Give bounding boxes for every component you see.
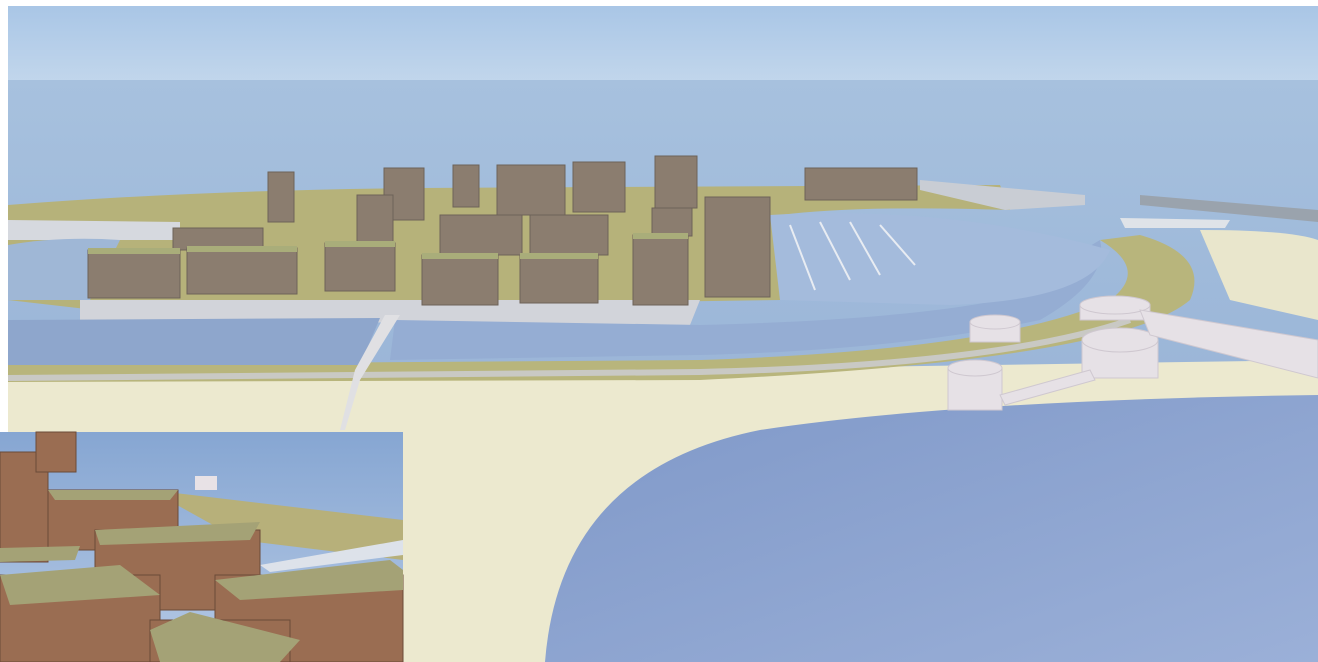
building: [421, 254, 499, 306]
building: [519, 254, 599, 304]
inset-roof: [48, 490, 178, 500]
silo-top: [969, 314, 1021, 330]
quay: [8, 220, 180, 240]
silo-top: [1081, 327, 1159, 353]
building: [632, 234, 689, 306]
inset-building: [35, 431, 77, 473]
pier: [789, 224, 816, 291]
building: [704, 196, 771, 298]
roof: [633, 233, 688, 239]
marina: [770, 213, 1110, 305]
silos: [947, 295, 1318, 411]
building: [654, 155, 698, 209]
building: [324, 242, 396, 292]
green-roofs: [88, 233, 688, 259]
pier: [849, 221, 881, 276]
sky: [8, 6, 1318, 86]
building: [87, 249, 181, 299]
building: [572, 161, 626, 213]
promenade: [80, 300, 700, 325]
building: [804, 167, 918, 201]
inset-roofs: [0, 490, 403, 662]
building: [496, 164, 566, 216]
beach-right: [1200, 230, 1318, 320]
inset-roof: [0, 546, 80, 562]
road: [7, 317, 1131, 381]
building: [529, 214, 609, 256]
inset-roof: [0, 565, 160, 605]
roof: [520, 253, 598, 259]
canal-right: [390, 240, 1102, 360]
ship: [1120, 218, 1230, 228]
inset-roof: [150, 612, 300, 662]
building: [356, 194, 394, 246]
silo-top: [1079, 295, 1151, 315]
bridge: [340, 315, 400, 430]
inset-grass: [150, 490, 403, 560]
lagoon: [545, 395, 1318, 662]
pier: [879, 224, 916, 266]
building: [186, 247, 298, 295]
breakwater: [920, 180, 1085, 210]
inset-roof: [215, 560, 403, 600]
jetty: [1140, 195, 1318, 222]
green-ring: [8, 235, 1195, 382]
inset-roof: [95, 522, 260, 545]
piers: [789, 221, 916, 291]
roof: [325, 241, 395, 247]
roof: [187, 246, 297, 252]
dock: [1139, 309, 1318, 379]
roof: [422, 253, 498, 259]
silo-top: [947, 359, 1003, 377]
inset-silo: [195, 476, 217, 490]
pier: [819, 221, 851, 281]
canal-left: [8, 318, 380, 365]
building: [452, 164, 480, 208]
dock: [999, 369, 1096, 406]
building: [439, 214, 523, 256]
roof: [88, 248, 180, 254]
building: [267, 171, 295, 223]
inset-bridge: [260, 540, 403, 572]
building: [651, 207, 693, 237]
buildings: [87, 155, 918, 306]
